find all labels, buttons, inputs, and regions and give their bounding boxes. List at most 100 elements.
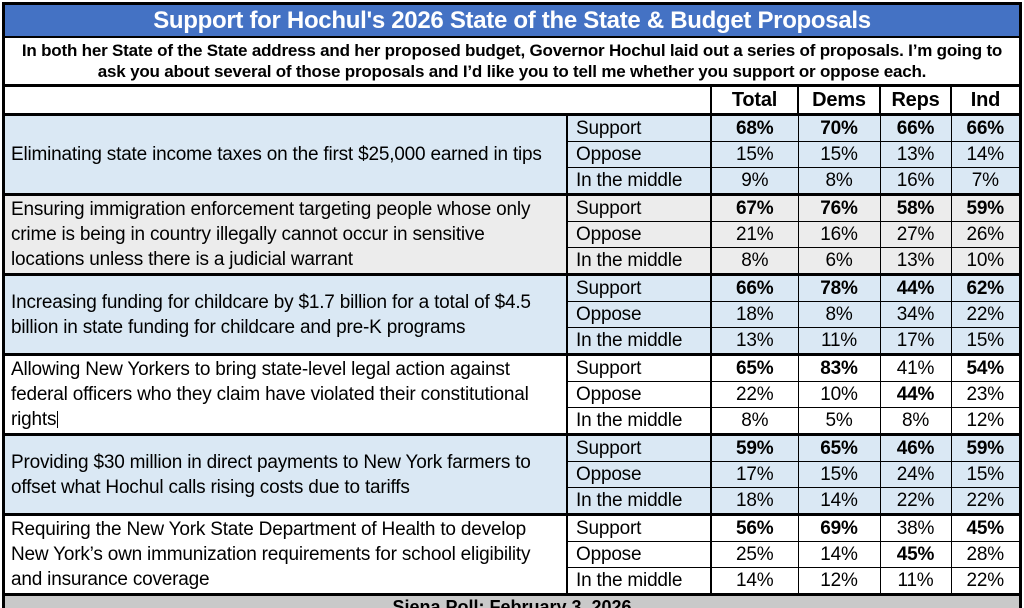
- response-label: In the middle: [567, 167, 712, 195]
- value-cell: 44%: [880, 381, 952, 408]
- value-cell: 45%: [951, 513, 1019, 542]
- value-cell: 23%: [951, 381, 1019, 408]
- value-cell: 11%: [880, 567, 952, 593]
- value-cell: 12%: [798, 567, 881, 593]
- proposal-text: Allowing New Yorkers to bring state-leve…: [5, 353, 568, 435]
- poll-results-table: Total Dems Reps Ind Eliminating state in…: [5, 87, 1019, 593]
- value-cell: 15%: [798, 141, 881, 168]
- response-label: In the middle: [567, 407, 712, 435]
- value-cell: 22%: [880, 487, 952, 515]
- column-header-total: Total: [710, 87, 798, 115]
- value-cell: 12%: [951, 407, 1019, 435]
- value-cell: 65%: [798, 433, 881, 462]
- value-cell: 59%: [711, 433, 799, 462]
- column-header-ind: Ind: [950, 87, 1019, 115]
- proposal-text: Increasing funding for childcare by $1.7…: [5, 273, 568, 355]
- response-label: Oppose: [567, 381, 712, 408]
- value-cell: 83%: [798, 353, 881, 382]
- value-cell: 6%: [798, 247, 881, 275]
- value-cell: 15%: [951, 461, 1019, 488]
- table-row: Increasing funding for childcare by $1.7…: [5, 273, 1019, 355]
- value-cell: 66%: [951, 113, 1019, 142]
- value-cell: 8%: [798, 167, 881, 195]
- value-cell: 5%: [798, 407, 881, 435]
- response-label: Oppose: [567, 461, 712, 488]
- value-cell: 22%: [951, 487, 1019, 515]
- response-label: Support: [567, 193, 712, 222]
- value-cell: 54%: [951, 353, 1019, 382]
- response-label: Oppose: [567, 141, 712, 168]
- response-label: Oppose: [567, 221, 712, 248]
- response-label: Support: [567, 353, 712, 382]
- value-cell: 7%: [951, 167, 1019, 195]
- response-label: Support: [567, 273, 712, 302]
- response-label: Support: [567, 513, 712, 542]
- response-label: Support: [567, 433, 712, 462]
- value-cell: 13%: [880, 247, 952, 275]
- value-cell: 45%: [880, 541, 952, 568]
- value-cell: 15%: [798, 461, 881, 488]
- value-cell: 8%: [880, 407, 952, 435]
- response-label: Support: [567, 113, 712, 142]
- source-footer: Siena Poll: February 3, 2026: [5, 593, 1019, 608]
- value-cell: 38%: [880, 513, 952, 542]
- value-cell: 76%: [798, 193, 881, 222]
- value-cell: 8%: [798, 301, 881, 328]
- value-cell: 68%: [711, 113, 799, 142]
- response-label: In the middle: [567, 487, 712, 515]
- question-intro-text: In both her State of the State address a…: [5, 38, 1019, 87]
- value-cell: 8%: [711, 247, 799, 275]
- value-cell: 15%: [711, 141, 799, 168]
- value-cell: 67%: [711, 193, 799, 222]
- value-cell: 69%: [798, 513, 881, 542]
- response-label: In the middle: [567, 247, 712, 275]
- value-cell: 58%: [880, 193, 952, 222]
- page-title: Support for Hochul's 2026 State of the S…: [153, 6, 871, 34]
- value-cell: 65%: [711, 353, 799, 382]
- value-cell: 27%: [880, 221, 952, 248]
- value-cell: 17%: [711, 461, 799, 488]
- response-label: Oppose: [567, 301, 712, 328]
- value-cell: 15%: [951, 327, 1019, 355]
- value-cell: 17%: [880, 327, 952, 355]
- value-cell: 10%: [951, 247, 1019, 275]
- value-cell: 10%: [798, 381, 881, 408]
- column-header-reps: Reps: [879, 87, 951, 115]
- proposal-text: Requiring the New York State Department …: [5, 513, 568, 593]
- value-cell: 14%: [951, 141, 1019, 168]
- header-row: Total Dems Reps Ind: [5, 87, 1019, 115]
- value-cell: 14%: [798, 487, 881, 515]
- value-cell: 22%: [951, 301, 1019, 328]
- value-cell: 70%: [798, 113, 881, 142]
- value-cell: 11%: [798, 327, 881, 355]
- value-cell: 14%: [798, 541, 881, 568]
- value-cell: 24%: [880, 461, 952, 488]
- table-row: Eliminating state income taxes on the fi…: [5, 113, 1019, 195]
- value-cell: 34%: [880, 301, 952, 328]
- poll-source-label: Siena Poll: February 3, 2026: [392, 597, 632, 608]
- table-row: Allowing New Yorkers to bring state-leve…: [5, 353, 1019, 435]
- response-label: In the middle: [567, 567, 712, 593]
- value-cell: 18%: [711, 487, 799, 515]
- value-cell: 44%: [880, 273, 952, 302]
- value-cell: 25%: [711, 541, 799, 568]
- title-bar: Support for Hochul's 2026 State of the S…: [5, 5, 1019, 38]
- value-cell: 59%: [951, 433, 1019, 462]
- value-cell: 9%: [711, 167, 799, 195]
- value-cell: 13%: [711, 327, 799, 355]
- value-cell: 16%: [880, 167, 952, 195]
- value-cell: 62%: [951, 273, 1019, 302]
- table-row: Ensuring immigration enforcement targeti…: [5, 193, 1019, 275]
- value-cell: 14%: [711, 567, 799, 593]
- value-cell: 66%: [711, 273, 799, 302]
- proposal-text: Ensuring immigration enforcement targeti…: [5, 193, 568, 275]
- value-cell: 13%: [880, 141, 952, 168]
- value-cell: 41%: [880, 353, 952, 382]
- value-cell: 66%: [880, 113, 952, 142]
- value-cell: 28%: [951, 541, 1019, 568]
- table-row: Requiring the New York State Department …: [5, 513, 1019, 593]
- value-cell: 78%: [798, 273, 881, 302]
- proposal-text: Eliminating state income taxes on the fi…: [5, 113, 568, 195]
- column-header-dems: Dems: [797, 87, 880, 115]
